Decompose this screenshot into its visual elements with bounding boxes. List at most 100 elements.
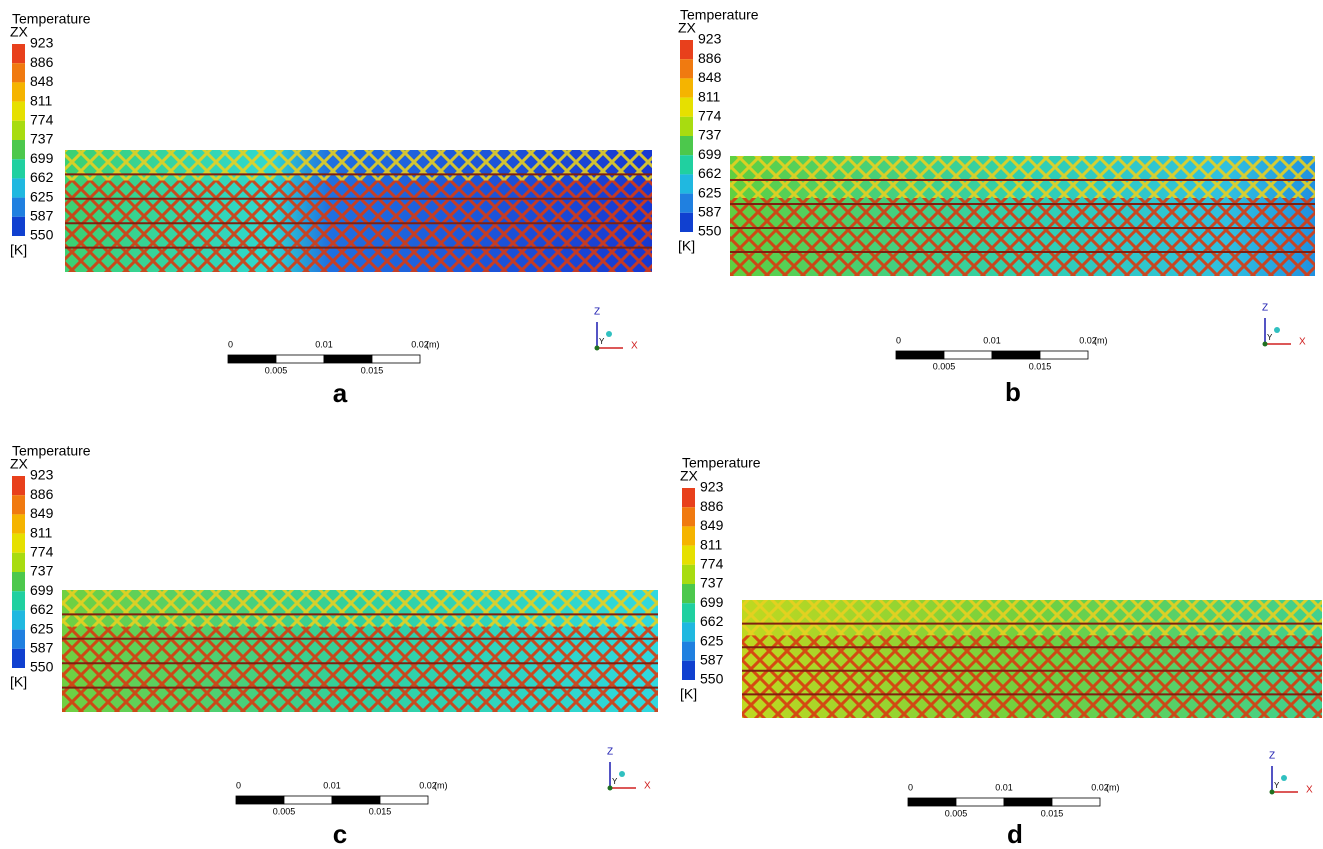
scale-label: 0.02 [419,780,437,790]
colorbar-block [682,622,695,642]
legend-tick: 886 [698,50,722,66]
colorbar-block [12,514,25,534]
scale-segment [1003,797,1053,807]
scale-label: 0.015 [1029,361,1052,371]
scale-unit: (m) [426,339,440,349]
colorbar-block [12,101,25,121]
panel-label: d [1007,819,1023,849]
axis-origin [594,345,600,351]
scale-segment [955,797,1005,807]
axis-label-x: X [631,341,638,352]
panel: TemperatureZX923886849811774737699662625… [10,443,658,849]
legend-tick: 699 [700,594,724,610]
scale-segment [943,350,993,360]
legend-tick: 774 [30,112,54,128]
colorbar-block [682,526,695,546]
colorbar-block [682,507,695,527]
legend-view: ZX [678,20,697,36]
legend-tick: 811 [30,92,53,108]
legend-title: Temperature [12,443,91,459]
scale-label: 0.01 [995,782,1013,792]
colorbar-block [682,564,695,584]
legend-tick: 625 [700,632,724,648]
scale-label: 0.02 [1091,782,1109,792]
scale-label: 0.005 [933,361,956,371]
axis-label-x: X [1299,337,1306,348]
scale-label: 0.02 [1079,335,1097,345]
legend-tick: 662 [30,169,54,185]
legend-tick: 737 [30,131,54,147]
legend-tick: 662 [700,613,724,629]
scale-segment [275,354,325,364]
colorbar-block [680,174,693,194]
legend-tick: 923 [698,31,722,47]
axis-label-y: Y [599,337,605,346]
colorbar-block [680,155,693,175]
panel-label: a [333,378,348,408]
colorbar-block [12,572,25,592]
scale-segment [991,350,1041,360]
legend-tick: 811 [700,536,723,552]
legend-tick: 774 [700,556,724,572]
legend-tick: 550 [30,659,54,675]
legend-tick: 587 [30,640,54,656]
legend-tick: 550 [30,227,54,243]
colorbar-block [12,216,25,236]
scale-label: 0 [228,339,233,349]
scale-segment [283,795,333,805]
axis-origin [1269,789,1275,795]
scale-label: 0.01 [983,335,1001,345]
legend-tick: 587 [30,208,54,224]
legend-title: Temperature [680,7,759,23]
lattice [62,626,658,712]
colorbar-block [680,136,693,156]
legend-tick: 849 [30,505,54,521]
axis-label-z: Z [607,747,613,758]
colorbar-block [12,648,25,668]
legend-tick: 625 [698,184,722,200]
colorbar-block [680,116,693,136]
lattice-top [742,600,1322,636]
scale-segment [323,354,373,364]
legend-tick: 886 [30,486,54,502]
colorbar-block [12,197,25,217]
legend-unit: [K] [680,686,697,702]
axis-label-z: Z [1262,303,1268,314]
axis-ball [1274,327,1280,333]
legend-tick: 737 [30,563,54,579]
legend-title: Temperature [682,455,761,471]
legend-unit: [K] [678,238,695,254]
colorbar-block [12,82,25,102]
scale-unit: (m) [1094,335,1108,345]
scale-unit: (m) [1106,782,1120,792]
colorbar-block [682,660,695,680]
scale-segment [379,795,429,805]
legend-view: ZX [10,24,29,40]
colorbar-block [680,59,693,79]
legend-title: Temperature [12,11,91,27]
legend-tick: 737 [698,127,722,143]
scale-segment [235,795,285,805]
lattice [65,180,652,272]
panel-label: c [333,819,347,849]
legend-tick: 587 [700,652,724,668]
colorbar-block [12,63,25,83]
colorbar-block [682,641,695,661]
panel-label: b [1005,377,1021,407]
colorbar-block [12,120,25,140]
colorbar-block [680,193,693,213]
axis-ball [606,331,612,337]
panel: TemperatureZX923886849811774737699662625… [680,455,1322,849]
scale-label: 0.01 [315,339,333,349]
axis-label-y: Y [612,777,618,786]
colorbar-block [682,545,695,565]
legend-tick: 848 [698,69,722,85]
legend-view: ZX [10,456,29,472]
colorbar-block [680,78,693,98]
legend-tick: 699 [30,150,54,166]
colorbar-block [682,488,695,508]
lattice-top [730,156,1315,198]
colorbar-block [12,591,25,611]
scale-label: 0.015 [1041,808,1064,818]
